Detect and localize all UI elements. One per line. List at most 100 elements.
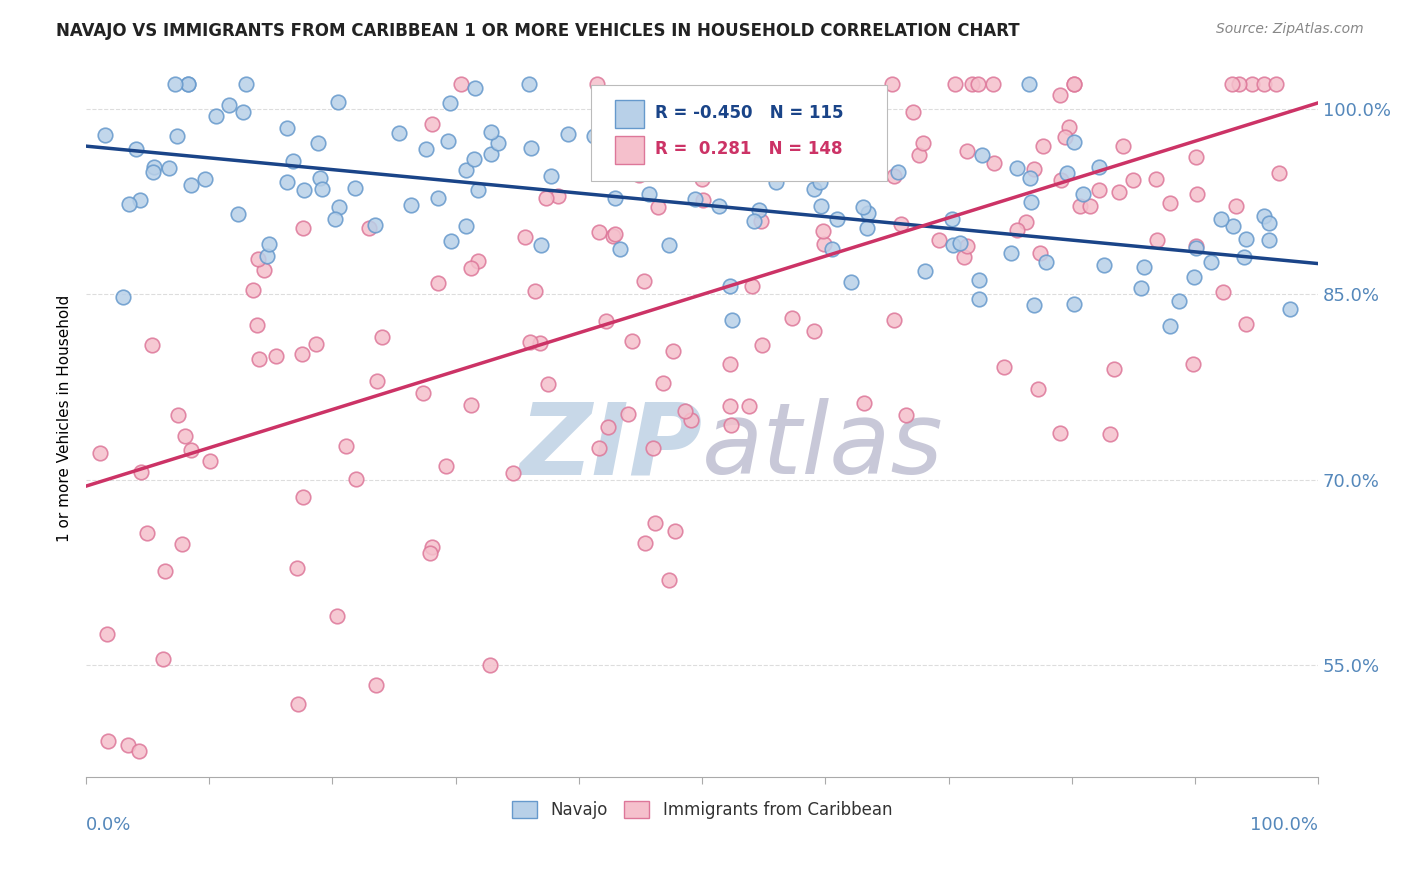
Point bbox=[765, 175, 787, 189]
Point bbox=[311, 182, 333, 196]
Point bbox=[1092, 258, 1115, 272]
Point bbox=[242, 283, 264, 297]
Point bbox=[256, 250, 278, 264]
Point bbox=[658, 573, 681, 587]
Legend: Navajo, Immigrants from Caribbean: Navajo, Immigrants from Caribbean bbox=[505, 794, 898, 826]
Point bbox=[174, 429, 197, 443]
Point bbox=[603, 191, 626, 205]
Point bbox=[437, 134, 460, 148]
Point bbox=[180, 443, 202, 458]
Point bbox=[1063, 78, 1085, 92]
Point bbox=[344, 472, 367, 486]
Point bbox=[1159, 318, 1181, 333]
Point bbox=[1201, 255, 1223, 269]
Point bbox=[205, 109, 228, 123]
Point bbox=[513, 230, 536, 244]
Point bbox=[281, 153, 304, 168]
Point bbox=[128, 744, 150, 758]
Point bbox=[166, 128, 188, 143]
Text: NAVAJO VS IMMIGRANTS FROM CARIBBEAN 1 OR MORE VEHICLES IN HOUSEHOLD CORRELATION : NAVAJO VS IMMIGRANTS FROM CARIBBEAN 1 OR… bbox=[56, 22, 1019, 40]
Point bbox=[586, 78, 609, 92]
Point bbox=[427, 277, 450, 291]
Point bbox=[547, 189, 569, 203]
Point bbox=[519, 335, 541, 350]
Point bbox=[366, 678, 388, 692]
Point bbox=[439, 95, 461, 110]
Point bbox=[155, 564, 177, 578]
Point bbox=[1049, 173, 1071, 187]
Point bbox=[363, 218, 385, 232]
Point bbox=[328, 200, 350, 214]
Point bbox=[486, 136, 509, 150]
Point bbox=[141, 337, 163, 351]
Point bbox=[803, 324, 825, 338]
Point bbox=[981, 78, 1004, 92]
Point bbox=[94, 128, 117, 143]
Point bbox=[619, 114, 641, 128]
Point bbox=[1053, 130, 1076, 145]
Point bbox=[328, 95, 350, 110]
Point bbox=[1071, 187, 1094, 202]
Point bbox=[1087, 183, 1109, 197]
Point bbox=[232, 105, 254, 120]
Text: 0.0%: 0.0% bbox=[86, 816, 131, 834]
Point bbox=[903, 104, 925, 119]
Point bbox=[1159, 195, 1181, 210]
Point bbox=[96, 627, 118, 641]
Point bbox=[983, 156, 1005, 170]
Point bbox=[1000, 246, 1022, 260]
Point bbox=[883, 313, 905, 327]
Point bbox=[1185, 239, 1208, 253]
Point bbox=[953, 251, 976, 265]
Point bbox=[1185, 241, 1208, 255]
Point bbox=[628, 168, 651, 182]
Point bbox=[276, 176, 298, 190]
Point bbox=[742, 214, 765, 228]
Point bbox=[343, 181, 366, 195]
Point bbox=[972, 148, 994, 162]
Point bbox=[749, 214, 772, 228]
Point bbox=[467, 183, 489, 197]
FancyBboxPatch shape bbox=[614, 136, 644, 164]
Point bbox=[883, 169, 905, 183]
Point bbox=[716, 152, 738, 166]
Point bbox=[460, 260, 482, 275]
Point bbox=[582, 129, 605, 144]
Point bbox=[399, 197, 422, 211]
Point bbox=[1018, 170, 1040, 185]
Point bbox=[647, 200, 669, 214]
Point bbox=[157, 161, 180, 176]
Point bbox=[914, 263, 936, 277]
Point bbox=[690, 171, 713, 186]
Point bbox=[1063, 297, 1085, 311]
Point bbox=[1268, 166, 1291, 180]
Point bbox=[747, 202, 769, 217]
Point bbox=[1019, 194, 1042, 209]
Text: R =  0.281   N = 148: R = 0.281 N = 148 bbox=[655, 140, 842, 158]
Point bbox=[718, 400, 741, 414]
Point bbox=[702, 158, 724, 172]
Point bbox=[180, 178, 202, 192]
Point bbox=[813, 138, 835, 153]
Point bbox=[530, 237, 553, 252]
Point bbox=[808, 175, 831, 189]
Point bbox=[647, 132, 669, 146]
Point bbox=[1241, 78, 1264, 92]
Point bbox=[662, 343, 685, 358]
FancyBboxPatch shape bbox=[591, 85, 887, 181]
Point bbox=[247, 351, 270, 366]
Point bbox=[1049, 425, 1071, 440]
Point bbox=[1212, 285, 1234, 300]
Point bbox=[152, 652, 174, 666]
Point bbox=[253, 263, 276, 277]
Point bbox=[1220, 78, 1243, 92]
Point bbox=[371, 330, 394, 344]
Point bbox=[142, 165, 165, 179]
Point bbox=[1225, 198, 1247, 212]
Point bbox=[287, 697, 309, 711]
Point bbox=[276, 120, 298, 135]
Point bbox=[125, 142, 148, 156]
Point bbox=[644, 516, 666, 530]
FancyBboxPatch shape bbox=[614, 100, 644, 128]
Point bbox=[415, 142, 437, 156]
